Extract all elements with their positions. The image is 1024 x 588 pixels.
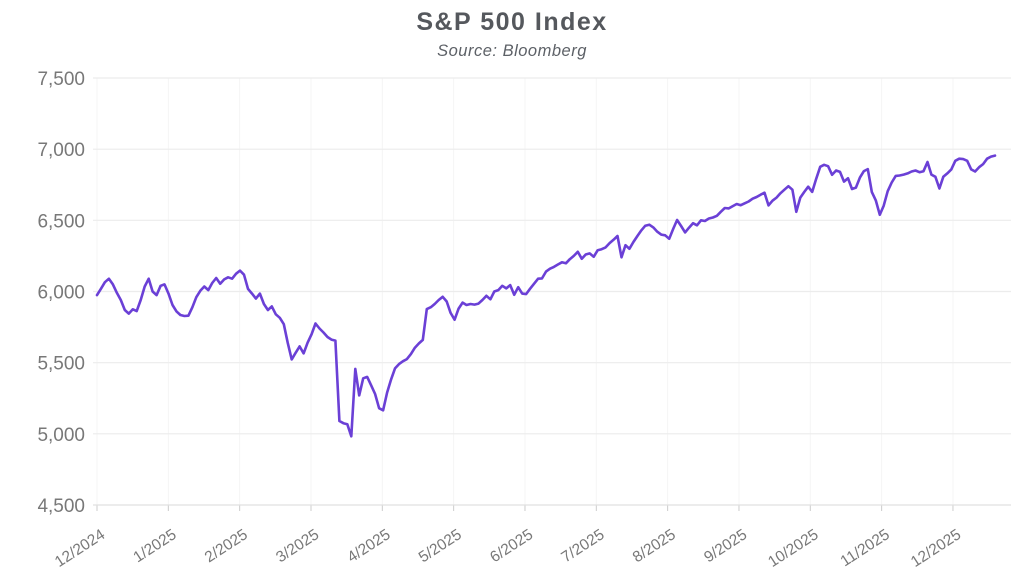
x-axis-label: 7/2025 [558, 526, 607, 566]
y-axis-label: 5,500 [37, 354, 85, 375]
x-axis-label: 5/2025 [416, 526, 465, 566]
y-axis-label: 6,000 [37, 283, 85, 304]
x-axis-label: 12/2024 [52, 526, 109, 571]
x-axis-label: 3/2025 [273, 526, 322, 566]
x-axis-label: 10/2025 [765, 526, 821, 571]
y-axis-label: 7,000 [37, 140, 85, 161]
y-axis-label: 6,500 [37, 211, 85, 232]
x-axis-label: 2/2025 [202, 526, 251, 566]
x-axis-label: 9/2025 [701, 526, 750, 566]
price-line-series [95, 154, 997, 438]
x-axis-label: 11/2025 [838, 526, 893, 570]
y-axis-label: 7,500 [37, 69, 85, 90]
y-axis-label: 5,000 [37, 425, 85, 446]
x-axis-label: 1/2025 [130, 526, 179, 566]
x-axis-label: 4/2025 [344, 526, 393, 566]
x-axis-label: 8/2025 [630, 526, 679, 566]
x-axis-label: 12/2025 [908, 526, 964, 571]
x-axis-label: 6/2025 [487, 526, 536, 566]
y-axis-label: 4,500 [37, 496, 85, 517]
